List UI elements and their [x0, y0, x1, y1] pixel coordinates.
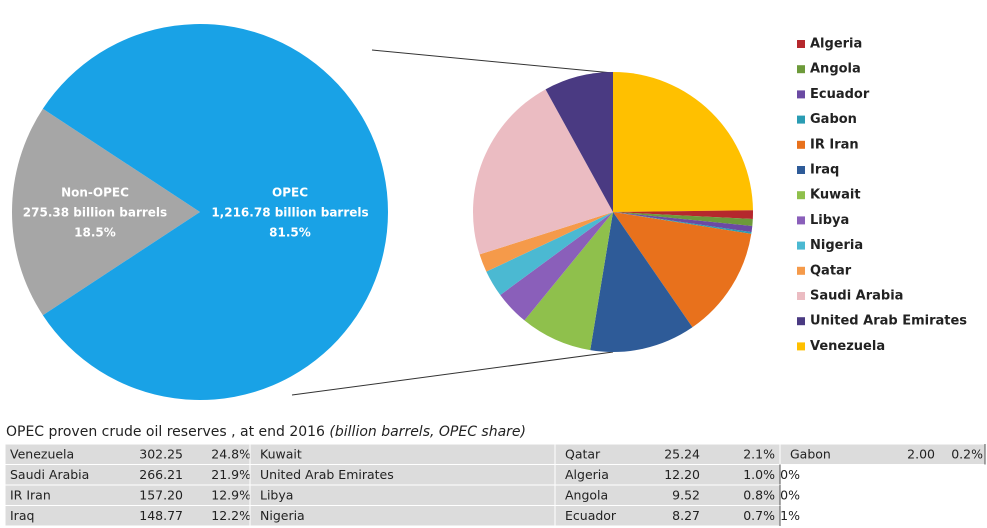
pie-slice [472, 89, 613, 255]
legend-swatch [797, 241, 805, 250]
pie-slice [42, 23, 388, 400]
pie-slice [12, 108, 201, 316]
country-cell: IR Iran [10, 488, 51, 503]
country-cell: Algeria [565, 467, 609, 482]
country-cell: Angola [565, 488, 608, 503]
slice-volume: 1,216.78 billion barrels [211, 206, 368, 220]
slice-label: OPEC [272, 186, 308, 200]
country-cell: Kuwait [260, 447, 302, 462]
share-cell: 12.2% [211, 508, 251, 523]
legend-label: Iraq [810, 163, 839, 178]
slice-share: 18.5% [74, 226, 116, 240]
legend-label: IR Iran [810, 137, 859, 152]
pie-slice [613, 212, 752, 328]
share-cell: 0.8% [743, 488, 775, 503]
legend-label: Nigeria [810, 238, 863, 253]
table-title: OPEC proven crude oil reserves , at end … [6, 424, 526, 440]
legend-swatch [797, 191, 805, 200]
subtitle-text: (billion barrels, OPEC share) [329, 424, 526, 440]
legend-swatch [797, 317, 805, 326]
legend-swatch [797, 40, 805, 48]
table-cell-bg [249, 484, 556, 506]
reserve-cell: 8.27 [672, 508, 700, 523]
legend-label: Angola [810, 62, 861, 77]
reserve-cell: 25.24 [664, 447, 700, 462]
title-text: OPEC proven crude oil reserves , at end … [6, 424, 325, 440]
legend-label: Libya [810, 213, 849, 228]
country-cell: United Arab Emirates [260, 467, 394, 482]
pie-slice [613, 212, 753, 233]
legend-swatch [797, 216, 805, 225]
pie [472, 72, 753, 352]
country-cell: Libya [260, 488, 293, 503]
share-cell: 21.9% [211, 467, 251, 482]
connector [371, 49, 614, 74]
legend-label: Venezuela [810, 339, 885, 354]
legend-label: Kuwait [810, 188, 861, 203]
slice-label: Non-OPEC [61, 186, 129, 200]
pie-slice [479, 212, 613, 272]
legend-label: Ecuador [810, 87, 870, 102]
reserve-cell: 2.00 [907, 447, 935, 462]
legend-swatch [797, 90, 805, 99]
slice-share: 81.5% [269, 226, 311, 240]
legend-swatch [797, 292, 805, 300]
pie-slice [613, 212, 752, 234]
share-cell: 2.1% [743, 447, 775, 462]
share-cell: 1.0% [743, 467, 775, 482]
share-cell: 24.8% [211, 447, 251, 462]
country-cell: Ecuador [565, 508, 617, 523]
pie-slice [613, 212, 753, 227]
legend-label: Saudi Arabia [810, 289, 903, 304]
pie-slice [590, 212, 693, 352]
legend-swatch [797, 65, 805, 74]
country-cell: Gabon [790, 447, 831, 462]
country-cell: Nigeria [260, 508, 305, 523]
legend-label: United Arab Emirates [810, 314, 967, 329]
pie-slice [524, 212, 613, 351]
share-cell: 0.2% [951, 447, 983, 462]
country-cell: Venezuela [10, 447, 74, 462]
legend-label: Qatar [810, 263, 852, 278]
pie-slice [486, 212, 613, 295]
pie-slice [613, 72, 753, 212]
share-cell: 0.7% [743, 508, 775, 523]
pie-slice [500, 212, 613, 321]
legend-swatch [797, 140, 805, 149]
reserve-cell: 9.52 [672, 488, 700, 503]
reserve-cell: 302.25 [139, 447, 183, 462]
legend-label: Algeria [810, 37, 862, 52]
reserve-cell: 12.20 [664, 467, 700, 482]
legend-swatch [797, 166, 805, 174]
share-cell: 12.9% [211, 488, 251, 503]
country-cell: Saudi Arabia [10, 467, 89, 482]
pie-slice [613, 210, 753, 220]
legend-swatch [797, 266, 805, 275]
legend-label: Gabon [810, 112, 857, 127]
pie-slice [545, 72, 613, 212]
country-cell: Iraq [10, 508, 34, 523]
legend-swatch [797, 115, 805, 124]
reserve-cell: 266.21 [139, 467, 183, 482]
legend-swatch [797, 342, 805, 351]
reserve-cell: 157.20 [139, 488, 183, 503]
country-cell: Qatar [565, 447, 601, 462]
slice-volume: 275.38 billion barrels [23, 206, 167, 220]
connector [291, 351, 614, 396]
pie [12, 23, 388, 400]
reserve-cell: 148.77 [139, 508, 183, 523]
